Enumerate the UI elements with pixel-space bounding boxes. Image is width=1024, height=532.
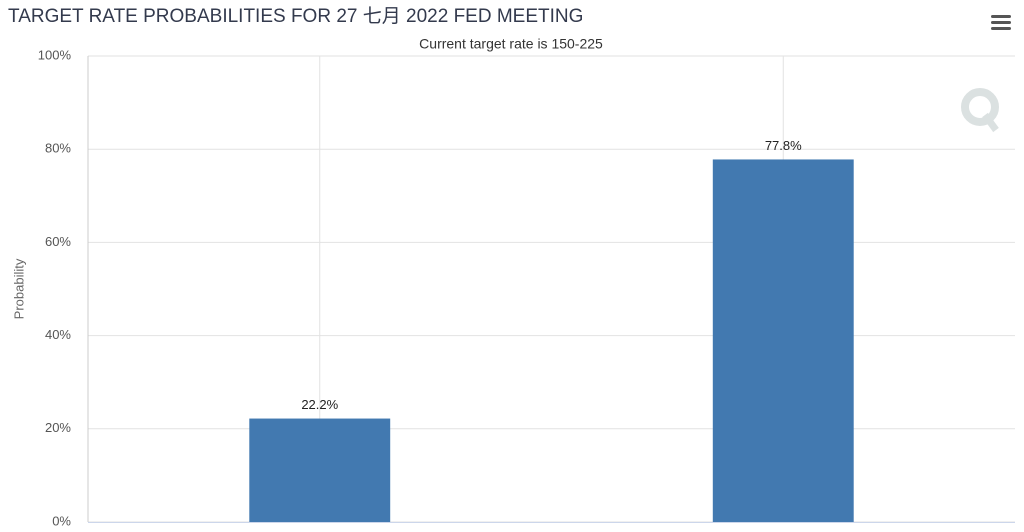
- y-tick-label: 40%: [45, 327, 71, 342]
- y-tick-label: 60%: [45, 234, 71, 249]
- watermark-q: [961, 88, 999, 126]
- plot-area: 0% 20% 40% 60% 80% 100% 22.2% 77.8%: [38, 47, 1015, 528]
- y-axis-label: Probability: [11, 258, 26, 319]
- y-tick-label: 0%: [52, 513, 71, 528]
- chart-subtitle: Current target rate is 150-225: [419, 36, 603, 52]
- menu-bar: [991, 15, 1011, 18]
- bar: [712, 159, 854, 522]
- bar: [249, 418, 391, 522]
- y-tick-label: 20%: [45, 420, 71, 435]
- menu-bar: [991, 27, 1011, 30]
- y-tick-label: 100%: [38, 47, 72, 62]
- menu-button[interactable]: [991, 15, 1011, 30]
- watermark-q-tail: [982, 112, 999, 133]
- menu-bar: [991, 21, 1011, 24]
- watermark: [961, 88, 999, 133]
- data-label: 22.2%: [301, 397, 338, 412]
- y-tick-label: 80%: [45, 141, 71, 156]
- data-label: 77.8%: [765, 138, 802, 153]
- chart-title: TARGET RATE PROBABILITIES FOR 27 七月 2022…: [8, 5, 583, 27]
